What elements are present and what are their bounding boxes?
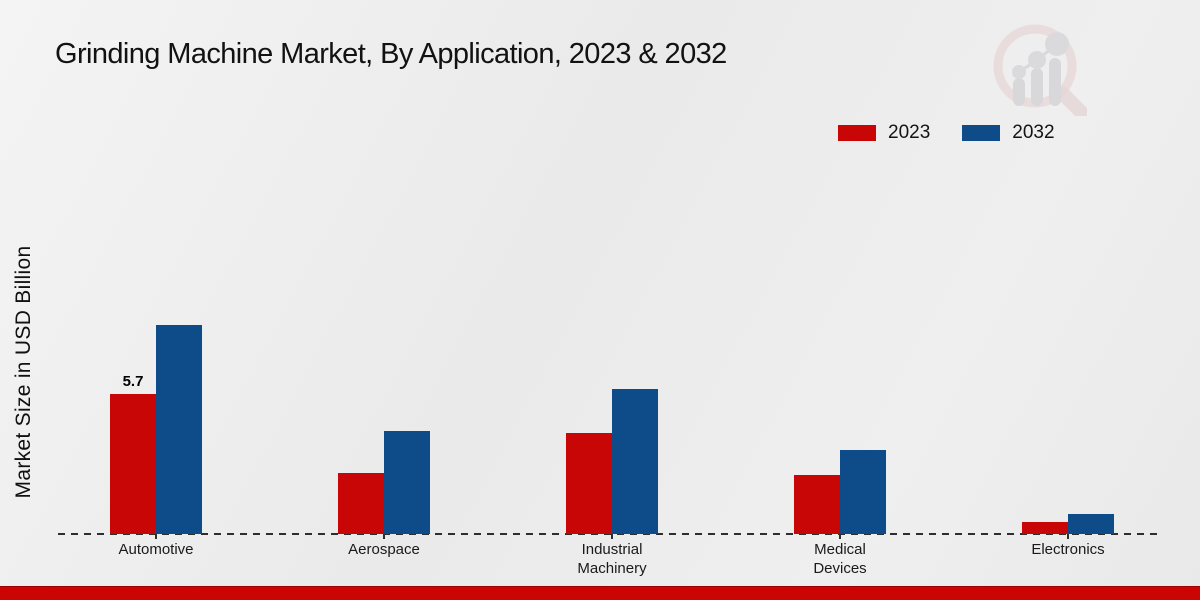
footer-accent-bar bbox=[0, 586, 1200, 600]
bar-value-label: 5.7 bbox=[122, 373, 144, 390]
x-axis-category-label: Medical Devices bbox=[813, 541, 867, 577]
bar-2023-automotive bbox=[110, 394, 156, 534]
bar-2023-electronics bbox=[1022, 521, 1068, 534]
x-axis-tick bbox=[383, 534, 385, 539]
legend-item-2023: 2023 bbox=[838, 122, 930, 144]
legend-label-2023: 2023 bbox=[888, 122, 931, 143]
bar-2023-industrial-machinery bbox=[566, 433, 612, 534]
bar-2032-electronics bbox=[1068, 514, 1114, 534]
bar-2032-automotive bbox=[156, 325, 202, 534]
x-axis-tick bbox=[1067, 534, 1069, 539]
chart-title: Grinding Machine Market, By Application,… bbox=[55, 38, 727, 70]
bar-2032-aerospace bbox=[384, 430, 430, 534]
x-axis-tick bbox=[611, 534, 613, 539]
bar-2023-medical-devices bbox=[794, 475, 840, 534]
x-axis-tick bbox=[155, 534, 157, 539]
zero-baseline bbox=[58, 533, 1162, 535]
x-axis-category-label: Electronics bbox=[1031, 541, 1105, 558]
x-axis-category-label: Aerospace bbox=[348, 541, 420, 558]
legend-swatch-2023 bbox=[838, 125, 876, 141]
legend-item-2032: 2032 bbox=[962, 122, 1055, 144]
magnifier-bar-chart-logo-icon bbox=[993, 24, 1087, 116]
bar-2023-aerospace bbox=[338, 472, 384, 534]
bar-2032-medical-devices bbox=[840, 450, 886, 534]
legend-swatch-2032 bbox=[962, 125, 1001, 141]
bar-2032-industrial-machinery bbox=[612, 389, 658, 534]
x-axis-category-label: Automotive bbox=[118, 541, 194, 558]
x-axis-category-label: Industrial Machinery bbox=[577, 541, 647, 577]
chart-legend: 2023 2032 bbox=[838, 122, 1055, 144]
x-axis-tick bbox=[839, 534, 841, 539]
legend-label-2032: 2032 bbox=[1012, 122, 1055, 143]
